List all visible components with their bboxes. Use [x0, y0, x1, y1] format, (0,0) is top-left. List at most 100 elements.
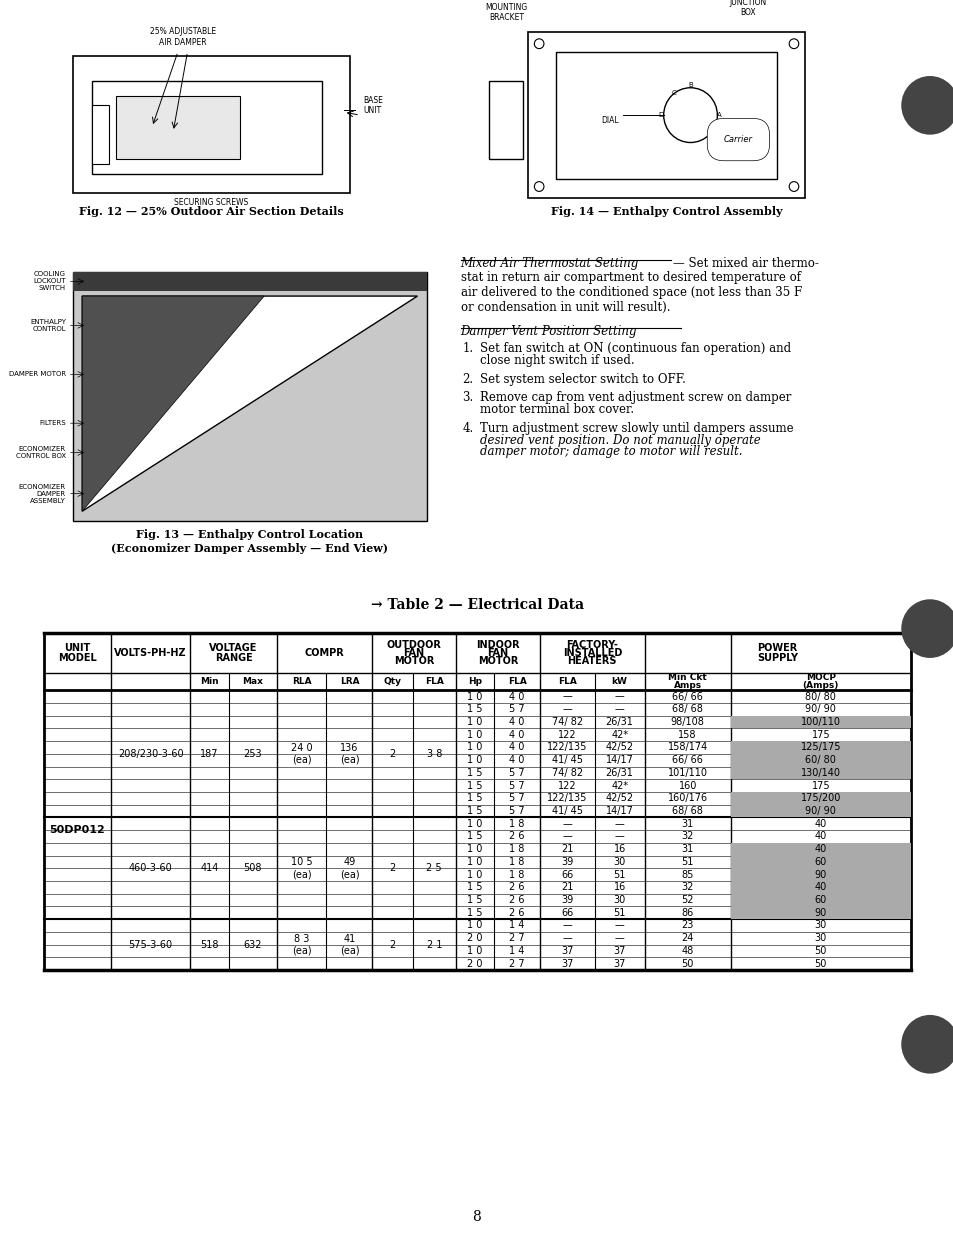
Text: 1 5: 1 5	[467, 793, 482, 803]
Text: Min Ckt: Min Ckt	[667, 673, 706, 682]
Bar	[556, 52, 776, 179]
Text: 31: 31	[680, 845, 693, 855]
Text: UNIT: UNIT	[64, 643, 91, 653]
Text: 2 6: 2 6	[509, 895, 524, 905]
Text: 74/ 82: 74/ 82	[551, 768, 582, 778]
Text: 51: 51	[613, 908, 625, 918]
Text: (Amps): (Amps)	[801, 680, 838, 690]
Text: desired vent position. Do not manually operate: desired vent position. Do not manually o…	[479, 433, 760, 447]
Bar	[730, 805, 910, 818]
Text: close night switch if used.: close night switch if used.	[479, 353, 634, 367]
Text: Max: Max	[242, 677, 263, 685]
Text: 575-3-60: 575-3-60	[129, 940, 172, 950]
Text: —: —	[562, 819, 572, 829]
Text: 1 0: 1 0	[467, 819, 482, 829]
Text: 1 0: 1 0	[467, 845, 482, 855]
Text: 52: 52	[680, 895, 693, 905]
Text: 160/176: 160/176	[667, 793, 707, 803]
Text: 130/140: 130/140	[800, 768, 840, 778]
Text: —: —	[562, 934, 572, 944]
Text: 100/110: 100/110	[800, 718, 840, 727]
Text: C: C	[671, 90, 676, 95]
Text: 101/110: 101/110	[667, 768, 707, 778]
Text: 5 7: 5 7	[509, 704, 524, 714]
Text: 48: 48	[680, 946, 693, 956]
Text: 414: 414	[200, 863, 218, 873]
Text: 4 0: 4 0	[509, 755, 524, 766]
Text: 5 7: 5 7	[509, 768, 524, 778]
Text: DAMPER MOTOR: DAMPER MOTOR	[9, 372, 66, 378]
Text: 4 0: 4 0	[509, 730, 524, 740]
Text: 2 1: 2 1	[426, 940, 441, 950]
Text: ECONOMIZER
DAMPER
ASSEMBLY: ECONOMIZER DAMPER ASSEMBLY	[19, 484, 66, 504]
Text: FLA: FLA	[507, 677, 526, 685]
Text: COOLING
LOCKOUT
SWITCH: COOLING LOCKOUT SWITCH	[33, 272, 66, 291]
Text: FAN: FAN	[487, 648, 508, 658]
Text: 158/174: 158/174	[667, 742, 707, 752]
Bar	[730, 842, 910, 856]
Text: 74/ 82: 74/ 82	[551, 718, 582, 727]
Bar	[527, 32, 804, 199]
Text: 90/ 90: 90/ 90	[804, 806, 836, 816]
Text: 23: 23	[680, 920, 693, 930]
Text: 175: 175	[811, 781, 829, 790]
Text: Hp: Hp	[468, 677, 481, 685]
Text: 2 7: 2 7	[509, 934, 524, 944]
Text: 21: 21	[560, 882, 573, 893]
Text: 1 0: 1 0	[467, 920, 482, 930]
Text: —: —	[614, 920, 624, 930]
Text: MOTOR: MOTOR	[394, 656, 434, 666]
Text: 1 5: 1 5	[467, 882, 482, 893]
Polygon shape	[82, 296, 264, 511]
Text: 1 8: 1 8	[509, 869, 524, 879]
Text: 14/17: 14/17	[605, 806, 633, 816]
Text: (Economizer Damper Assembly — End View): (Economizer Damper Assembly — End View)	[112, 542, 388, 553]
Text: 160: 160	[678, 781, 696, 790]
Text: 1 0: 1 0	[467, 946, 482, 956]
Text: FACTORY-: FACTORY-	[566, 640, 618, 651]
Text: 1 5: 1 5	[467, 831, 482, 841]
Text: 1 0: 1 0	[467, 742, 482, 752]
Text: —: —	[562, 704, 572, 714]
Text: 68/ 68: 68/ 68	[672, 806, 702, 816]
Text: 50DP012: 50DP012	[50, 825, 105, 835]
Text: BASE
UNIT: BASE UNIT	[362, 95, 382, 115]
Text: 37: 37	[560, 946, 573, 956]
Text: 30: 30	[814, 920, 826, 930]
Text: MODEL: MODEL	[58, 653, 96, 663]
Text: MOUNTING
BRACKET: MOUNTING BRACKET	[485, 2, 527, 22]
Text: FAN: FAN	[403, 648, 424, 658]
Bar	[91, 105, 109, 164]
Bar	[72, 57, 350, 194]
Text: 50: 50	[814, 958, 826, 968]
Text: 5 7: 5 7	[509, 793, 524, 803]
Text: Mixed Air Thermostat Setting: Mixed Air Thermostat Setting	[460, 257, 639, 270]
Text: COMPR: COMPR	[304, 648, 344, 658]
Bar	[72, 272, 427, 291]
Text: 1 5: 1 5	[467, 806, 482, 816]
Text: MOCP: MOCP	[805, 673, 835, 682]
Text: —: —	[562, 920, 572, 930]
Text: 4 0: 4 0	[509, 742, 524, 752]
Bar	[91, 82, 321, 174]
Text: 40: 40	[814, 831, 826, 841]
Text: FILTERS: FILTERS	[39, 420, 66, 426]
Text: stat in return air compartment to desired temperature of
air delivered to the co: stat in return air compartment to desire…	[460, 270, 801, 314]
Text: 122: 122	[558, 781, 577, 790]
Text: HEATERS: HEATERS	[567, 656, 617, 666]
Text: 24 0
(ea): 24 0 (ea)	[291, 743, 312, 764]
Text: 90: 90	[814, 869, 826, 879]
Bar	[730, 741, 910, 753]
Text: Qty: Qty	[383, 677, 401, 685]
Text: 39: 39	[560, 857, 573, 867]
Text: —: —	[614, 831, 624, 841]
Text: 41/ 45: 41/ 45	[552, 755, 582, 766]
Text: 158: 158	[678, 730, 696, 740]
Text: —: —	[614, 819, 624, 829]
Text: JUNCTION
BOX: JUNCTION BOX	[729, 0, 766, 17]
Bar	[489, 82, 522, 159]
Text: 2 6: 2 6	[509, 882, 524, 893]
Text: 1 4: 1 4	[509, 946, 524, 956]
Text: 518: 518	[200, 940, 218, 950]
Circle shape	[901, 1015, 953, 1073]
